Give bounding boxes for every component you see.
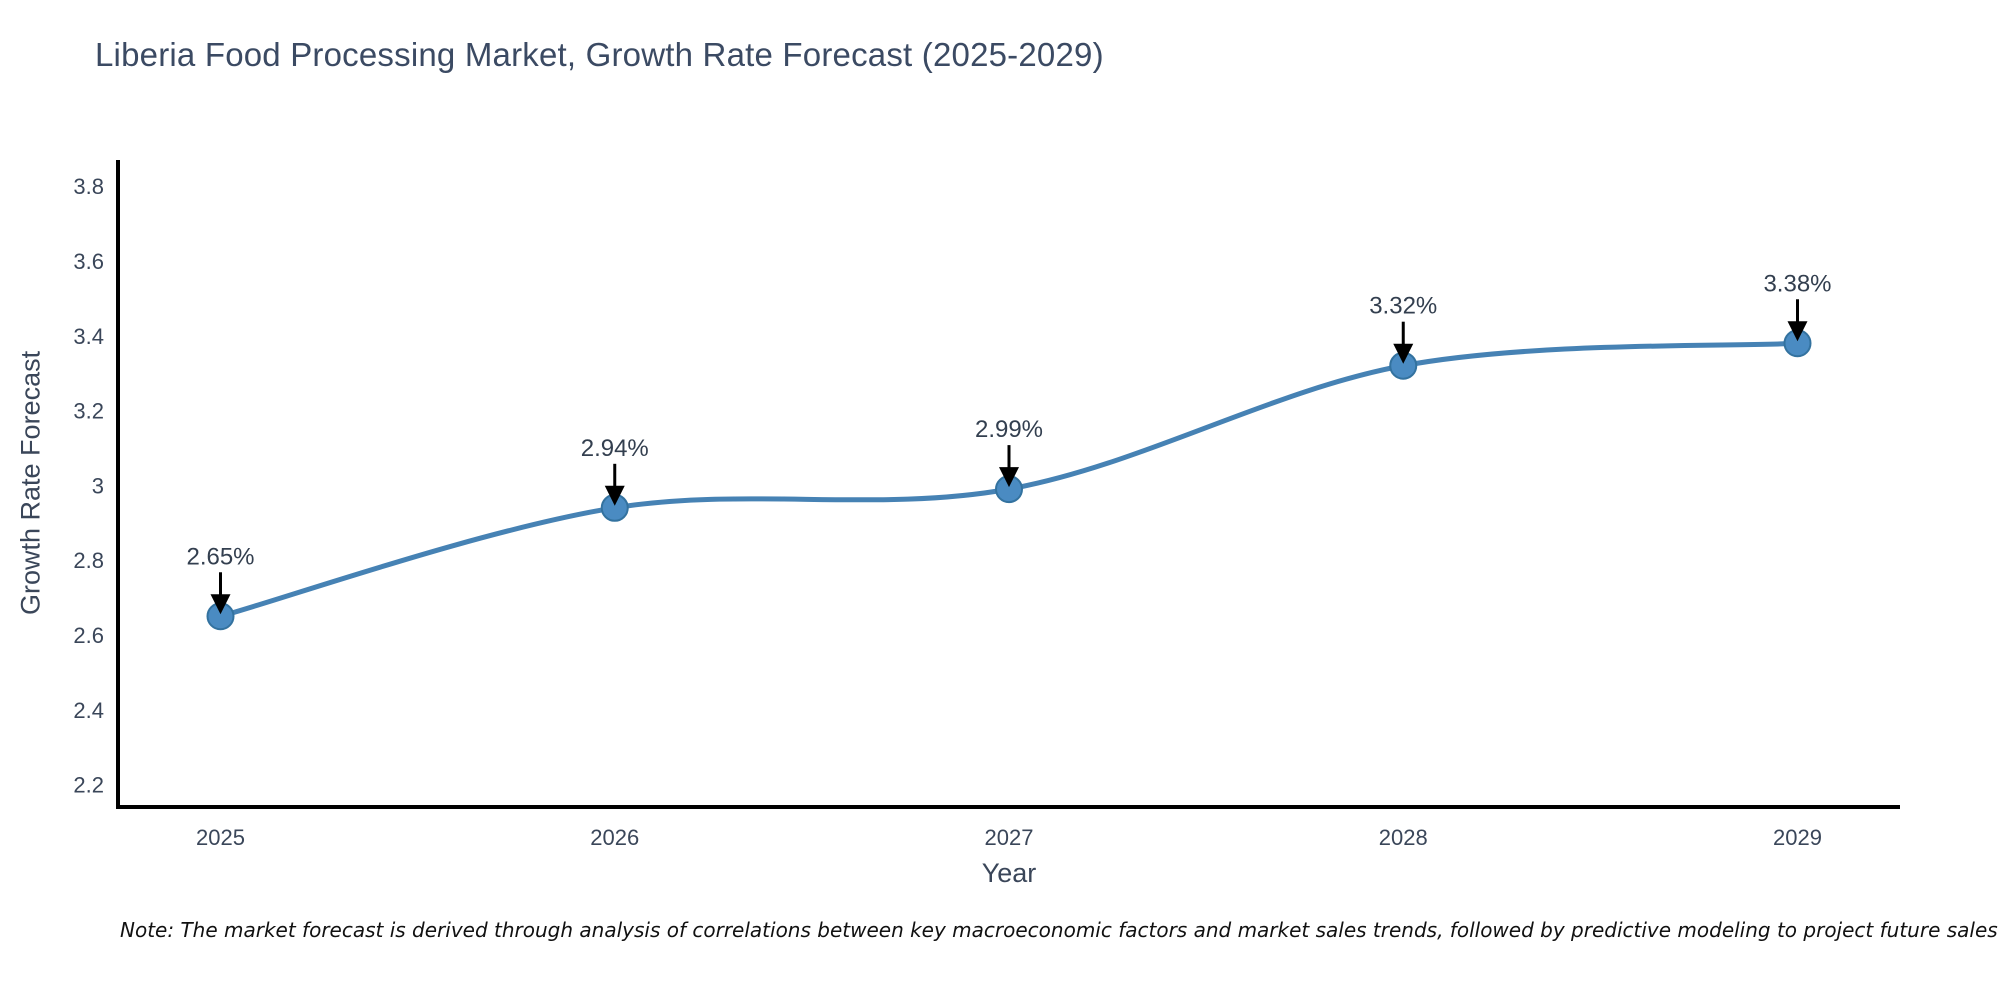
y-tick-label: 2.4 (73, 698, 104, 723)
point-annotation: 3.38% (1763, 270, 1831, 297)
y-tick-label: 2.8 (73, 548, 104, 573)
x-tick-label: 2025 (196, 825, 245, 850)
footnote: Note: The market forecast is derived thr… (120, 918, 1998, 942)
x-tick-label: 2026 (590, 825, 639, 850)
y-tick-label: 3 (92, 473, 104, 498)
annotation-arrowhead (604, 485, 625, 506)
x-tick-label: 2029 (1773, 825, 1822, 850)
y-tick-label: 2.2 (73, 773, 104, 798)
annotation-arrowhead (210, 594, 231, 615)
x-axis-title: Year (981, 858, 1037, 888)
y-tick-label: 3.4 (73, 324, 104, 349)
point-annotation: 3.32% (1369, 293, 1437, 320)
annotation-arrowhead (999, 467, 1019, 488)
y-tick-label: 3.6 (73, 249, 104, 274)
y-tick-label: 3.2 (73, 399, 104, 424)
annotation-arrowhead (1393, 343, 1414, 364)
annotation-arrowhead (1787, 321, 1808, 342)
x-tick-label: 2028 (1379, 825, 1428, 850)
x-tick-label: 2027 (985, 825, 1034, 850)
y-tick-label: 2.6 (73, 623, 104, 648)
chart-title: Liberia Food Processing Market, Growth R… (95, 36, 1104, 73)
point-annotation: 2.94% (581, 435, 649, 462)
point-annotation: 2.99% (975, 416, 1043, 443)
y-tick-label: 3.8 (73, 174, 104, 199)
point-annotation: 2.65% (186, 543, 254, 570)
